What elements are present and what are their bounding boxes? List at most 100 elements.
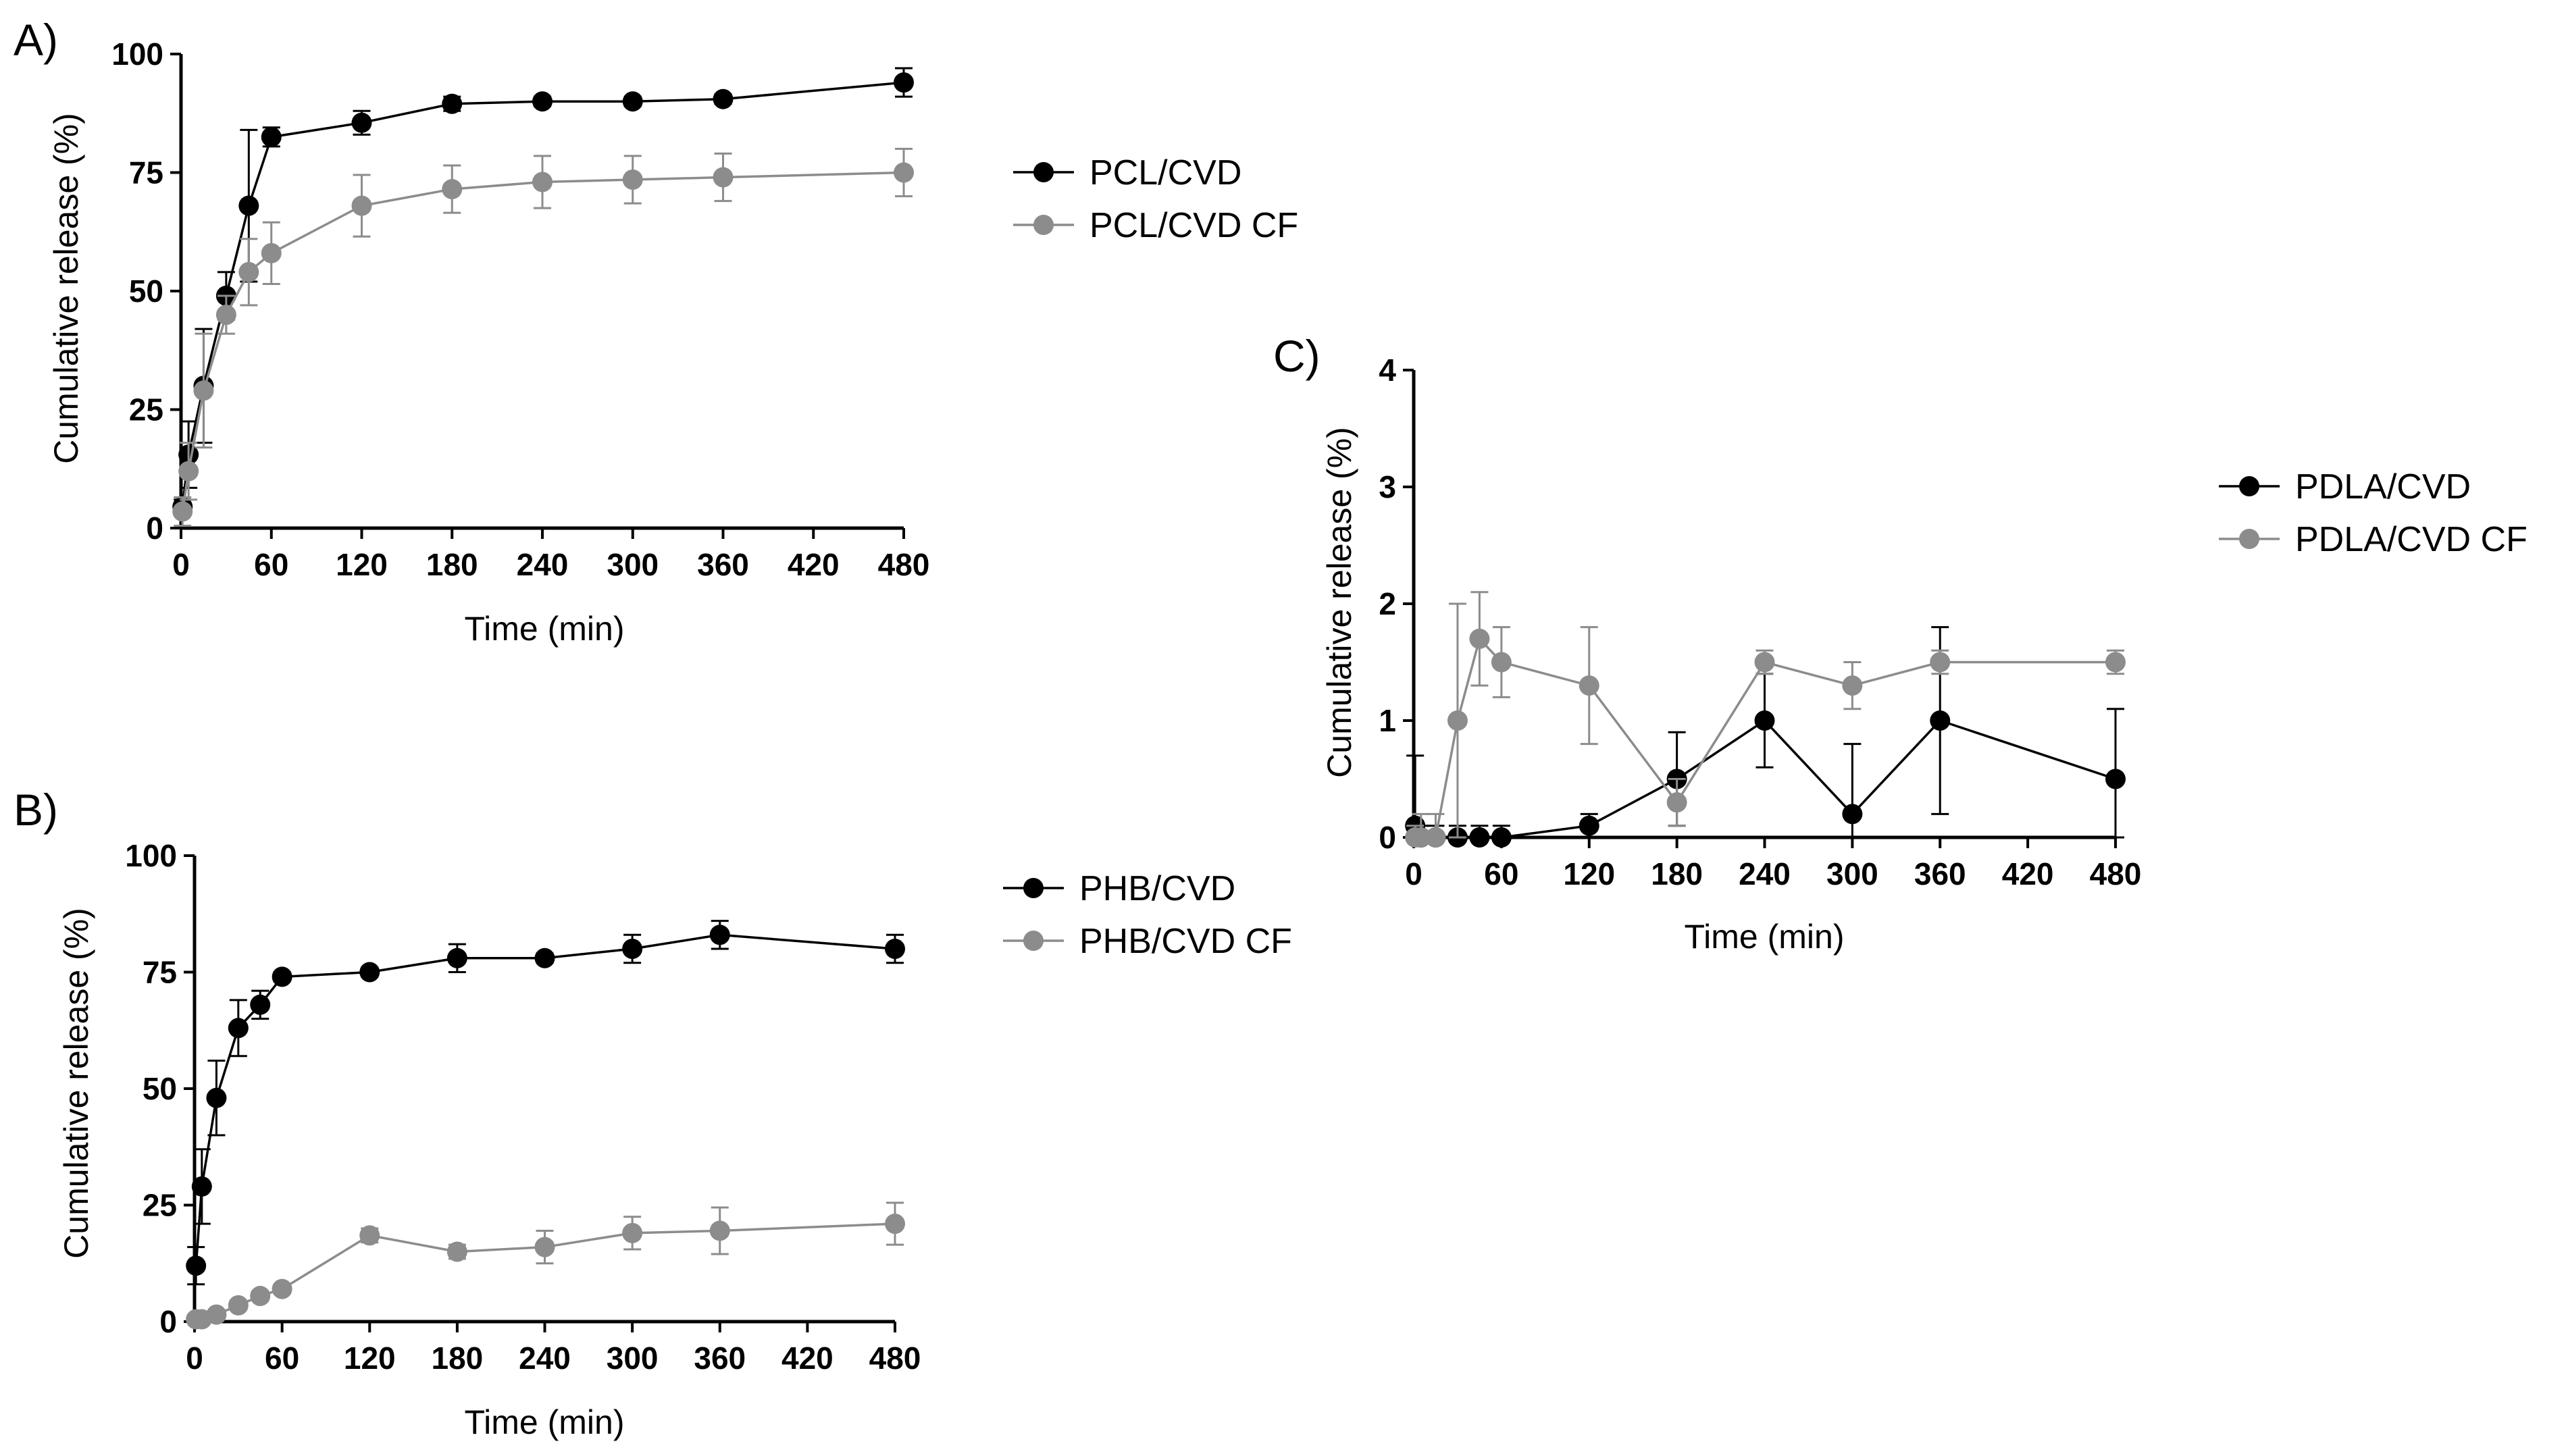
data-point (1666, 792, 1687, 813)
data-point (532, 172, 553, 192)
data-point (359, 962, 380, 983)
legend-label: PCL/CVD CF (1089, 206, 1298, 245)
legend-label: PHB/CVD CF (1079, 922, 1292, 961)
panel-label: C) (1273, 331, 1321, 381)
x-tick-label: 0 (172, 547, 190, 582)
x-tick-label: 480 (878, 547, 930, 582)
legend-label: PCL/CVD (1089, 153, 1241, 192)
x-tick-label: 0 (186, 1341, 203, 1376)
x-tick-label: 180 (426, 547, 478, 582)
y-tick-label: 1 (1379, 703, 1396, 738)
x-tick-label: 360 (697, 547, 749, 582)
legend-marker (1023, 878, 1044, 898)
x-tick-label: 300 (1826, 856, 1878, 891)
legend-marker (1023, 931, 1044, 951)
data-point (206, 1087, 227, 1108)
legend-label: PDLA/CVD (2295, 467, 2471, 506)
data-point (894, 162, 914, 183)
data-point (713, 88, 734, 109)
legend-marker (1033, 162, 1054, 182)
y-tick-label: 3 (1379, 469, 1396, 504)
legend-item: PCL/CVD (1013, 153, 1241, 192)
data-point (622, 170, 643, 190)
x-tick-label: 120 (344, 1341, 396, 1376)
data-point (359, 1225, 380, 1246)
data-point (261, 126, 282, 147)
data-point (215, 305, 236, 326)
data-point (446, 947, 467, 968)
data-point (709, 925, 730, 945)
panel-label: B) (14, 785, 58, 835)
data-point (1842, 675, 1863, 696)
data-point (186, 1255, 207, 1276)
data-point (261, 242, 282, 263)
series-phb-cvd-cf (186, 1201, 905, 1330)
panel-c: C) Cumulative release (%) Time (min) 0 60… (1273, 331, 2528, 956)
legend-label: PDLA/CVD CF (2295, 520, 2528, 559)
data-point (534, 1237, 555, 1257)
series-phb-cvd (186, 920, 905, 1286)
x-tick-label: 180 (432, 1341, 484, 1376)
series-line (181, 171, 904, 512)
x-tick-label: 60 (254, 547, 288, 582)
panel-a: A) Cumulative release (%) Time (min) 0 60… (14, 15, 1298, 648)
x-tick-label: 420 (788, 547, 840, 582)
series-pcl-cvd (172, 67, 914, 517)
data-point (351, 112, 372, 133)
y-tick-label: 100 (125, 838, 177, 873)
x-tick-label: 420 (2002, 856, 2054, 891)
data-point (250, 1286, 271, 1307)
x-tick-label: 480 (869, 1341, 921, 1376)
data-point (894, 72, 914, 93)
y-tick-label: 4 (1379, 353, 1396, 388)
x-tick-label: 300 (607, 547, 659, 582)
data-point (1930, 652, 1951, 673)
data-point (1425, 827, 1446, 848)
data-point (1842, 804, 1863, 825)
legend-marker (2239, 476, 2259, 496)
y-tick-label: 75 (143, 955, 177, 990)
legend-marker (2239, 529, 2259, 549)
data-point (622, 91, 643, 112)
data-point (193, 380, 214, 401)
x-tick-label: 360 (1914, 856, 1966, 891)
x-tick-label: 180 (1651, 856, 1703, 891)
data-point (1930, 710, 1951, 731)
series-line (181, 81, 904, 507)
data-point (709, 1220, 730, 1241)
x-tick-label: 240 (517, 547, 569, 582)
data-point (1754, 710, 1775, 731)
panel-label: A) (14, 15, 58, 65)
data-point (206, 1304, 227, 1325)
y-tick-label: 0 (159, 1304, 177, 1339)
y-tick-label: 50 (143, 1071, 177, 1106)
data-point (885, 939, 905, 959)
data-point (272, 966, 292, 987)
data-point (1469, 628, 1490, 649)
data-point (1579, 675, 1599, 696)
data-point (191, 1176, 212, 1197)
x-tick-label: 480 (2090, 856, 2142, 891)
data-point (2105, 769, 2126, 789)
data-point (1469, 827, 1490, 848)
y-tick-label: 25 (143, 1188, 177, 1223)
x-tick-label: 60 (1484, 856, 1518, 891)
x-tick-label: 0 (1405, 856, 1422, 891)
x-tick-label: 360 (694, 1341, 746, 1376)
y-axis-label: Cumulative release (%) (47, 113, 85, 464)
data-point (272, 1278, 292, 1299)
x-axis-label: Time (min) (1684, 918, 1844, 956)
x-tick-label: 420 (781, 1341, 834, 1376)
legend-item: PHB/CVD CF (1003, 922, 1292, 961)
data-point (238, 195, 259, 216)
y-tick-label: 0 (1379, 820, 1396, 855)
data-point (1754, 652, 1775, 673)
data-point (1447, 710, 1468, 731)
x-tick-label: 240 (1739, 856, 1791, 891)
x-axis-label: Time (min) (464, 610, 624, 648)
legend-item: PHB/CVD (1003, 869, 1235, 908)
x-tick-label: 300 (607, 1341, 659, 1376)
data-point (713, 167, 734, 188)
data-point (2105, 652, 2126, 673)
